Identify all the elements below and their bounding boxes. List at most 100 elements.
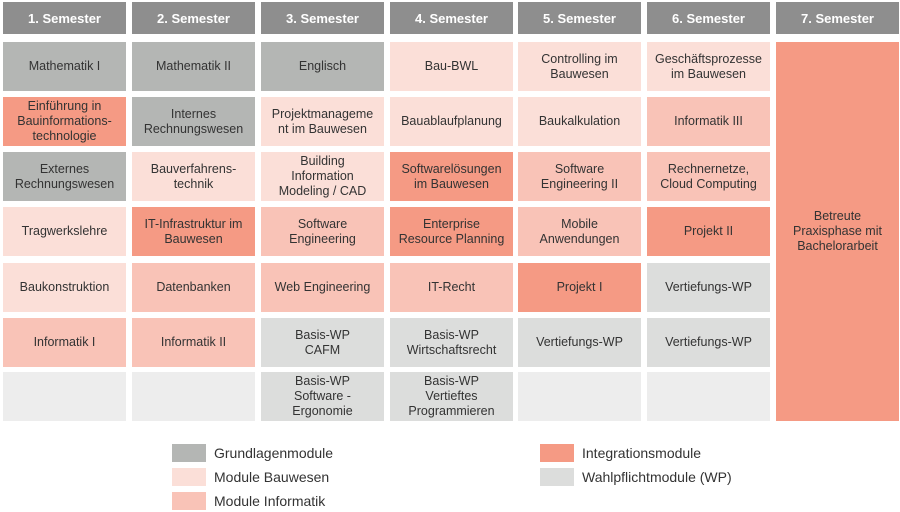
module-cell: Projektmanageme nt im Bauwesen <box>261 97 384 146</box>
module-cell: Externes Rechnungswesen <box>3 152 126 201</box>
module-cell: Informatik II <box>132 318 255 367</box>
module-cell: Mobile Anwendungen <box>518 207 641 256</box>
final-phase-label: Betreute Praxisphase mit Bachelorarbeit <box>793 209 882 253</box>
final-phase-cell: Betreute Praxisphase mit Bachelorarbeit <box>776 42 899 421</box>
module-cell: Bauverfahrens- technik <box>132 152 255 201</box>
semester-header-2: 2. Semester <box>132 2 255 34</box>
module-cell: Software Engineering II <box>518 152 641 201</box>
module-cell: Datenbanken <box>132 263 255 312</box>
module-cell: Controlling im Bauwesen <box>518 42 641 91</box>
curriculum-grid: 1. Semester 2. Semester 3. Semester 4. Seme… <box>3 2 899 421</box>
module-label: Einführung in Bauinformations- technolog… <box>17 99 112 143</box>
module-label: Vertiefungs-WP <box>536 335 623 349</box>
module-label: Externes Rechnungswesen <box>14 161 115 191</box>
module-cell: Basis-WP Vertieftes Programmieren <box>390 372 513 421</box>
module-cell: Basis-WP Software - Ergonomie <box>261 372 384 421</box>
module-label: Geschäftsprozesse im Bauwesen <box>655 51 762 81</box>
module-cell: Bau-BWL <box>390 42 513 91</box>
semester-header-5: 5. Semester <box>518 2 641 34</box>
module-label: Basis-WP CAFM <box>295 327 350 357</box>
module-label: Vertiefungs-WP <box>665 335 752 349</box>
semester-header-1: 1. Semester <box>3 2 126 34</box>
module-label: Mathematik I <box>28 59 101 73</box>
module-label: Baukalkulation <box>538 114 621 128</box>
module-cell: IT-Recht <box>390 263 513 312</box>
module-cell: Baukonstruktion <box>3 263 126 312</box>
legend-item-wahlpflicht: Wahlpflichtmodule (WP) <box>540 467 732 487</box>
empty-cell <box>647 372 770 421</box>
legend-label-informatik: Module Informatik <box>214 493 326 509</box>
legend-label-wahlpflicht: Wahlpflichtmodule (WP) <box>582 469 732 485</box>
module-label: Projekt II <box>683 224 734 238</box>
module-cell: Bauablaufplanung <box>390 97 513 146</box>
module-cell: Rechnernetze, Cloud Computing <box>647 152 770 201</box>
module-label: Bauverfahrens- technik <box>150 161 237 191</box>
module-cell: Informatik I <box>3 318 126 367</box>
module-cell: Web Engineering <box>261 263 384 312</box>
legend-item-informatik: Module Informatik <box>172 491 325 511</box>
semester-header-7: 7. Semester <box>776 2 899 34</box>
module-label: Datenbanken <box>156 280 231 294</box>
module-cell: Vertiefungs-WP <box>518 318 641 367</box>
module-label: Informatik II <box>160 335 227 349</box>
legend-swatch-bauwesen <box>172 468 206 486</box>
module-cell: Mathematik II <box>132 42 255 91</box>
module-label: IT-Recht <box>427 280 476 294</box>
legend: Grundlagenmodule Module Bauwesen Module … <box>0 440 900 512</box>
module-label: Basis-WP Vertieftes Programmieren <box>408 374 495 418</box>
legend-label-grundlagen: Grundlagenmodule <box>214 445 334 461</box>
module-cell: Projekt II <box>647 207 770 256</box>
module-label: Internes Rechnungswesen <box>143 106 244 136</box>
module-cell: Enterprise Resource Planning <box>390 207 513 256</box>
module-label: Controlling im Bauwesen <box>541 51 618 81</box>
module-label: Building Information Modeling / CAD <box>278 154 367 198</box>
module-cell: Softwarelösungen im Bauwesen <box>390 152 513 201</box>
empty-cell <box>518 372 641 421</box>
module-cell: Englisch <box>261 42 384 91</box>
module-label: Software Engineering <box>289 216 356 246</box>
module-label: Web Engineering <box>274 280 371 294</box>
module-cell: Einführung in Bauinformations- technolog… <box>3 97 126 146</box>
module-label: Tragwerkslehre <box>21 224 108 238</box>
module-cell: Software Engineering <box>261 207 384 256</box>
module-label: Softwarelösungen im Bauwesen <box>401 161 502 191</box>
module-cell: Informatik III <box>647 97 770 146</box>
module-label: Englisch <box>298 59 347 73</box>
module-label: Informatik III <box>674 114 743 128</box>
semester-header-4: 4. Semester <box>390 2 513 34</box>
module-cell: Baukalkulation <box>518 97 641 146</box>
module-label: IT-Infrastruktur im Bauwesen <box>144 216 243 246</box>
legend-label-integration: Integrationsmodule <box>582 445 702 461</box>
module-label: Mathematik II <box>155 59 232 73</box>
module-label: Projekt I <box>556 280 603 294</box>
module-cell: Internes Rechnungswesen <box>132 97 255 146</box>
module-cell: Vertiefungs-WP <box>647 318 770 367</box>
legend-swatch-informatik <box>172 492 206 510</box>
module-cell: Geschäftsprozesse im Bauwesen <box>647 42 770 91</box>
legend-swatch-wahlpflicht <box>540 468 574 486</box>
legend-item-bauwesen: Module Bauwesen <box>172 467 329 487</box>
module-cell: Building Information Modeling / CAD <box>261 152 384 201</box>
empty-cell <box>3 372 126 421</box>
semester-header-3: 3. Semester <box>261 2 384 34</box>
module-label: Vertiefungs-WP <box>665 280 752 294</box>
module-label: Basis-WP Wirtschaftsrecht <box>406 327 497 357</box>
module-label: Enterprise Resource Planning <box>398 216 505 246</box>
module-label: Software Engineering II <box>540 161 619 191</box>
module-label: Projektmanageme nt im Bauwesen <box>271 106 374 136</box>
module-label: Informatik I <box>33 335 96 349</box>
empty-cell <box>132 372 255 421</box>
module-cell: Mathematik I <box>3 42 126 91</box>
module-cell: Basis-WP CAFM <box>261 318 384 367</box>
module-label: Basis-WP Software - Ergonomie <box>292 374 353 418</box>
legend-swatch-integration <box>540 444 574 462</box>
module-label: Bauablaufplanung <box>401 114 502 128</box>
module-cell: Basis-WP Wirtschaftsrecht <box>390 318 513 367</box>
module-cell: Projekt I <box>518 263 641 312</box>
legend-label-bauwesen: Module Bauwesen <box>214 469 330 485</box>
module-label: Bau-BWL <box>424 59 479 73</box>
module-label: Rechnernetze, Cloud Computing <box>660 161 757 191</box>
semester-header-6: 6. Semester <box>647 2 770 34</box>
legend-item-integration: Integrationsmodule <box>540 443 701 463</box>
legend-swatch-grundlagen <box>172 444 206 462</box>
